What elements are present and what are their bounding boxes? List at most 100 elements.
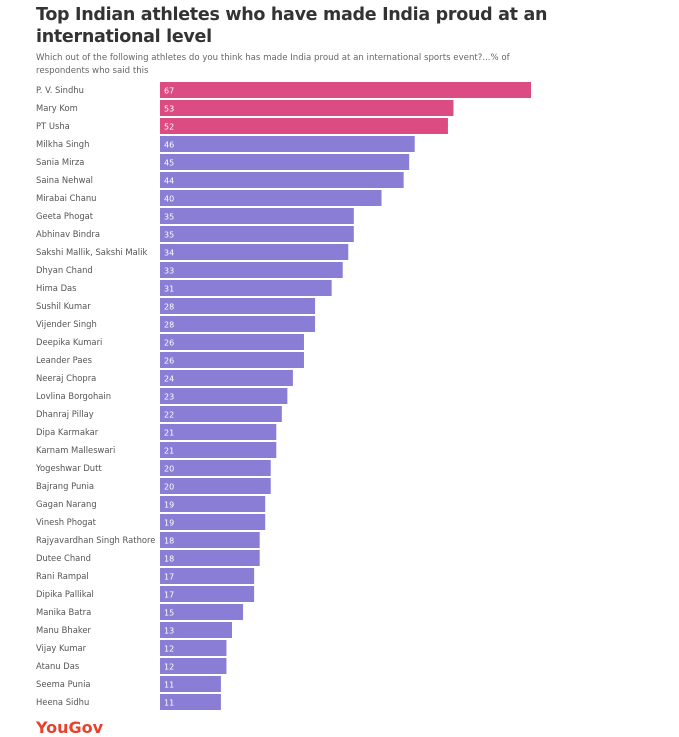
data-label: 35 xyxy=(164,231,174,240)
data-label: 31 xyxy=(164,285,174,294)
data-label: 20 xyxy=(164,465,174,474)
data-label: 34 xyxy=(164,249,174,258)
category-label: Vijay Kumar xyxy=(36,643,87,653)
data-label: 22 xyxy=(164,411,174,420)
bar xyxy=(160,244,349,260)
data-label: 12 xyxy=(164,663,174,672)
category-label: Sakshi Mallik, Sakshi Malik xyxy=(36,247,147,257)
data-label: 46 xyxy=(164,141,174,150)
bar xyxy=(160,82,531,98)
category-label: Lovlina Borgohain xyxy=(36,391,111,401)
category-label: Dipika Pallikal xyxy=(36,589,94,599)
bar xyxy=(160,622,232,638)
data-label: 23 xyxy=(164,393,174,402)
bar xyxy=(160,604,244,620)
category-label: Atanu Das xyxy=(36,661,79,671)
category-label: Yogeshwar Dutt xyxy=(35,463,102,473)
data-label: 40 xyxy=(164,195,174,204)
bar xyxy=(160,568,255,584)
data-label: 12 xyxy=(164,645,174,654)
data-label: 11 xyxy=(164,681,174,690)
data-label: 28 xyxy=(164,321,174,330)
data-label: 28 xyxy=(164,303,174,312)
bar xyxy=(160,478,271,494)
data-label: 19 xyxy=(164,501,174,510)
category-label: Neeraj Chopra xyxy=(36,373,96,383)
data-label: 21 xyxy=(164,429,174,438)
data-label: 17 xyxy=(164,573,174,582)
category-label: Manu Bhaker xyxy=(36,625,92,635)
chart-subtitle: Which out of the following athletes do y… xyxy=(36,53,510,76)
category-label: Karnam Malleswari xyxy=(36,445,115,455)
bar xyxy=(160,424,277,440)
bar xyxy=(160,352,304,368)
data-label: 67 xyxy=(164,87,174,96)
category-label: Hima Das xyxy=(36,283,77,293)
bar xyxy=(160,298,316,314)
category-label: Vinesh Phogat xyxy=(36,517,97,527)
category-label: Mary Kom xyxy=(36,103,78,113)
data-label: 21 xyxy=(164,447,174,456)
category-label: Deepika Kumari xyxy=(36,337,102,347)
bar xyxy=(160,262,343,278)
bar xyxy=(160,442,277,458)
bar xyxy=(160,586,255,602)
data-label: 24 xyxy=(164,375,174,384)
category-label: Leander Paes xyxy=(36,355,92,365)
bar xyxy=(160,550,260,566)
bar xyxy=(160,136,415,152)
chart-title: Top Indian athletes who have made India … xyxy=(36,5,548,47)
bar xyxy=(160,226,354,242)
bar xyxy=(160,406,282,422)
bar xyxy=(160,640,227,656)
category-label: Manika Batra xyxy=(36,607,91,617)
data-label: 11 xyxy=(164,699,174,708)
bar xyxy=(160,532,260,548)
category-label: Geeta Phogat xyxy=(36,211,94,221)
data-label: 26 xyxy=(164,357,174,366)
data-label: 52 xyxy=(164,123,174,132)
category-label: Heena Sidhu xyxy=(36,697,89,707)
bar xyxy=(160,496,266,512)
data-label: 17 xyxy=(164,591,174,600)
bar xyxy=(160,676,221,692)
bar xyxy=(160,694,221,710)
category-label: PT Usha xyxy=(36,121,70,131)
category-label: Dhanraj Pillay xyxy=(36,409,94,419)
data-label: 20 xyxy=(164,483,174,492)
data-label: 44 xyxy=(164,177,174,186)
category-label: Saina Nehwal xyxy=(36,175,93,185)
category-label: Sania Mirza xyxy=(36,157,84,167)
data-label: 19 xyxy=(164,519,174,528)
bar xyxy=(160,658,227,674)
bar xyxy=(160,514,266,530)
bar xyxy=(160,280,332,296)
yougov-logo: YouGov xyxy=(36,718,104,737)
category-label: Rani Rampal xyxy=(36,571,89,581)
data-label: 53 xyxy=(164,105,174,114)
bar xyxy=(160,316,316,332)
bar xyxy=(160,388,288,404)
category-label: Mirabai Chanu xyxy=(36,193,96,203)
bar xyxy=(160,334,304,350)
data-label: 18 xyxy=(164,555,174,564)
category-label: Bajrang Punia xyxy=(36,481,94,491)
bar xyxy=(160,460,271,476)
bar xyxy=(160,154,410,170)
data-label: 35 xyxy=(164,213,174,222)
category-label: Dipa Karmakar xyxy=(36,427,99,437)
category-label: Sushil Kumar xyxy=(36,301,91,311)
category-label: Dutee Chand xyxy=(36,553,91,563)
category-label: Dhyan Chand xyxy=(36,265,93,275)
category-label: P. V. Sindhu xyxy=(36,85,84,95)
category-label: Abhinav Bindra xyxy=(36,229,100,239)
bar xyxy=(160,208,354,224)
bar xyxy=(160,118,448,134)
bar xyxy=(160,100,454,116)
data-label: 13 xyxy=(164,627,174,636)
bar xyxy=(160,370,293,386)
data-label: 33 xyxy=(164,267,174,276)
category-label: Vijender Singh xyxy=(36,319,97,329)
category-label: Gagan Narang xyxy=(36,499,97,509)
